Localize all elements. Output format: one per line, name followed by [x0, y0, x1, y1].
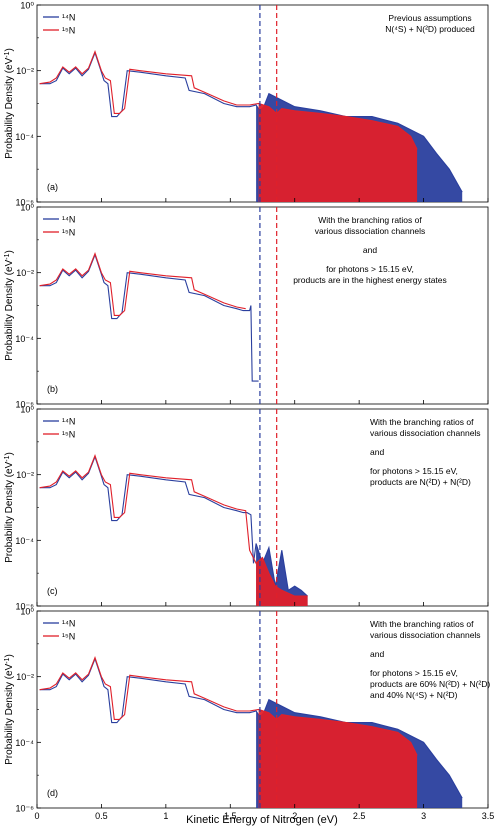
y-tick-label: 10⁻² [16, 470, 34, 480]
annotation-text: products are in the highest energy state… [293, 275, 447, 285]
y-tick-label: 10⁻⁶ [16, 804, 35, 814]
panel-a: 10⁰ 10⁻² 10⁻⁴ 10⁻⁶ (a) ¹⁴N ¹⁵N Previous assumpt… [4, 1, 489, 208]
x-tick-label: 2 [292, 811, 297, 821]
panel-c: 10⁰ 10⁻² 10⁻⁴ 10⁻⁶ (c) ¹⁴N ¹⁵N With the branchi… [4, 405, 489, 612]
series-fill-n15 [256, 557, 308, 606]
y-axis-label: Probability Density (eV-1) [4, 48, 16, 159]
x-tick-label: 0.5 [95, 811, 108, 821]
legend-label-n15: ¹⁵N [62, 430, 75, 440]
y-axis-label: Probability Density (eV-1) [4, 654, 16, 765]
y-tick-label: 10⁻² [16, 268, 34, 278]
panel-b: 10⁰ 10⁻² 10⁻⁴ 10⁻⁶ (b) ¹⁴N ¹⁵N With the branchi… [4, 203, 489, 410]
legend-label-n15: ¹⁵N [62, 632, 75, 642]
annotation-text: various dissociation channels [370, 428, 481, 438]
annotation-text: and [370, 649, 384, 659]
annotation-text: for photons > 15.15 eV, [370, 466, 458, 476]
x-tick-label: 1 [163, 811, 168, 821]
annotation-text: various dissociation channels [370, 630, 481, 640]
annotation-text: for photons > 15.15 eV, [370, 668, 458, 678]
series-line-n15 [39, 453, 308, 597]
x-tick-label: 3.5 [482, 811, 495, 821]
y-tick-label: 10⁻⁴ [15, 132, 34, 142]
series-line-n14 [39, 455, 308, 597]
panel-label: (a) [47, 182, 58, 192]
legend-label-n14: ¹⁴N [62, 215, 75, 225]
y-tick-label: 10⁻⁴ [15, 536, 34, 546]
series-line-n15 [39, 49, 418, 150]
y-tick-label: 10⁰ [20, 405, 34, 415]
series-line-n15 [39, 251, 246, 316]
annotation-text: and [370, 447, 384, 457]
y-tick-label: 10⁻⁴ [15, 334, 34, 344]
y-tick-label: 10⁰ [20, 203, 34, 213]
panel-label: (c) [47, 586, 58, 596]
annotation-text: With the branching ratios of [318, 215, 422, 225]
plot-frame [36, 206, 489, 405]
y-tick-label: 10⁻⁶ [16, 602, 35, 612]
panel-label: (b) [47, 384, 58, 394]
legend-label-n15: ¹⁵N [62, 228, 75, 238]
series-fill-n15 [258, 709, 418, 808]
series-line-n15 [39, 655, 418, 756]
legend-label-n14: ¹⁴N [62, 13, 75, 23]
series-fill-n15 [258, 103, 418, 202]
legend-label-n15: ¹⁵N [62, 26, 75, 36]
y-axis-label: Probability Density (eV-1) [4, 250, 16, 361]
x-tick-label: 1.5 [224, 811, 237, 821]
x-tick-label: 2.5 [353, 811, 366, 821]
annotation-text: for photons > 15.15 eV, [326, 264, 414, 274]
x-tick-label: 3 [421, 811, 426, 821]
y-axis-label: Probability Density (eV-1) [4, 452, 16, 563]
y-tick-label: 10⁻⁶ [16, 400, 35, 410]
annotation-text: N(⁴S) + N(²D) produced [385, 24, 475, 34]
legend-label-n14: ¹⁴N [62, 619, 75, 629]
annotation-text: and 40% N(⁴S) + N(²D) [370, 690, 458, 700]
y-tick-label: 10⁻² [16, 66, 34, 76]
annotation-text: products are 60% N(²D) + N(²D) [370, 679, 490, 689]
y-tick-label: 10⁻⁶ [16, 198, 35, 208]
annotation-text: various dissociation channels [315, 226, 426, 236]
annotation-text: With the branching ratios of [370, 417, 474, 427]
y-tick-label: 10⁻² [16, 672, 34, 682]
y-tick-label: 10⁻⁴ [15, 738, 34, 748]
x-axis-label: Kinetic Energy of Nitrogen (eV) [186, 814, 338, 826]
annotation-text: With the branching ratios of [370, 619, 474, 629]
y-tick-label: 10⁰ [20, 1, 34, 11]
annotation-text: products are N(²D) + N(²D) [370, 477, 471, 487]
annotation-text: Previous assumptions [388, 13, 471, 23]
panel-label: (d) [47, 788, 58, 798]
panel-d: 10⁰ 10⁻² 10⁻⁴ 10⁻⁶0 0.5 1 1.5 2 2.5 3 3.5 (d) ¹⁴N ¹⁵N… [4, 607, 495, 822]
legend-label-n14: ¹⁴N [62, 417, 75, 427]
y-tick-label: 10⁰ [20, 607, 34, 617]
annotation-text: and [363, 245, 377, 255]
x-tick-label: 0 [34, 811, 39, 821]
